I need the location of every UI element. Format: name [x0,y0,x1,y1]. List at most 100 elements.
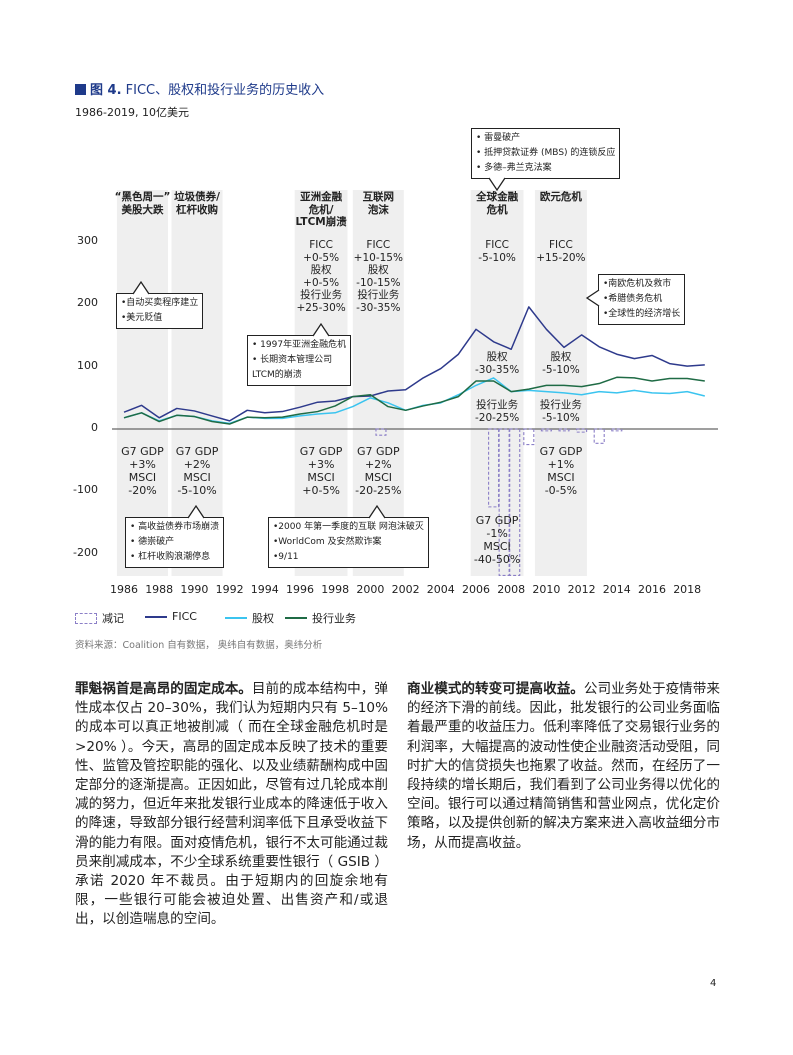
callout-line: • 德崇破产 [130,537,175,547]
crisis-macro: G7 GDP -1% MSCI -40-50% [457,514,537,566]
x-tick-label: 2016 [638,583,666,596]
crisis-macro: G7 GDP +3% MSCI +0-5% [281,445,361,497]
writedown-bar [498,428,510,576]
x-tick-label: 2004 [426,583,455,596]
right-text: 公司业务处于疫情带来的经济下滑的前线。因此，批发银行的公司业务面临着最严重的收益… [407,681,720,851]
crisis-title-line: 欧元危机 [539,191,582,203]
callout-line: •南欧危机及救市 [603,279,672,289]
crisis-macro-line: +2% [364,458,392,471]
crisis-stat-line: +0-5% [303,251,340,264]
crisis-title: 垃圾债券/杠杆收购 [157,191,237,216]
x-tick-label: 2008 [497,583,526,596]
x-tick-label: 1986 [110,583,138,596]
x-tick-label: 1988 [145,583,174,596]
crisis-ib-stats: 投行业务 -5-10% [521,399,601,424]
crisis-macro-line: MSCI [483,540,511,553]
crisis-macro-line: MSCI [183,471,211,484]
crisis-stats: FICC +10-15% 股权 -10-15% 投行业务 -30-35% [338,239,418,314]
callout-line: •自动买卖程序建立 [121,298,199,308]
crisis-stat-line: 股权 [486,351,508,363]
x-tick-label: 1994 [250,583,279,596]
crisis-stat-line: +0-5% [303,276,340,289]
crisis-stat-line: 投行业务 [476,399,519,411]
series-line-ib [123,376,705,425]
callout-line: •9/11 [273,552,299,562]
callout-line: •美元贬值 [121,313,163,323]
crisis-stat-line: FICC [366,239,391,251]
crisis-macro-line: +1% [547,458,575,471]
crisis-macro-line: G7 GDP [475,514,519,527]
crisis-macro-line: G7 GDP [175,445,219,458]
crisis-macro: G7 GDP +2% MSCI -5-10% [157,445,237,497]
crisis-title-line: 危机 [486,203,508,216]
figure-icon [75,84,86,95]
writedown-swatch [75,612,97,624]
crisis-stat-line: FICC [485,239,510,251]
callout-line: • 长期资本管理公司 [252,355,333,365]
figure-title-text: FICC、股权和投行业务的历史收入 [125,83,325,98]
series-line-ficc [123,306,705,422]
legend-ficc: FICC [145,610,197,623]
x-tick-label: 2018 [673,583,702,596]
writedown-bar [523,428,535,446]
crisis-stat-line: +10-15% [353,251,403,264]
y-tick-label: 300 [77,234,98,248]
callout-box: •南欧危机及救市 •希腊债务危机 •全球性的经济增长 [598,274,686,325]
crisis-macro-line: MSCI [364,471,393,484]
writedown-bar [593,428,605,444]
y-tick-label: 100 [77,358,98,372]
x-tick-label: 2002 [391,583,420,596]
crisis-stat-line: FICC [549,239,573,251]
source-note: 资料来源：Coalition 自有数据， 奥纬自有数据，奥纬分析 [75,640,323,651]
x-tick-label: 1996 [286,583,314,596]
figure-subtitle: 1986-2019, 10亿美元 [75,106,189,119]
y-tick-label: -100 [73,483,98,497]
writedown-bar [375,428,387,436]
crisis-macro-line: +2% [183,458,211,471]
crisis-macro-line: -40-50% [473,553,521,566]
writedown-bar [509,428,521,576]
crisis-title-line: “黑色周一” [114,191,171,203]
page-number: 4 [710,978,717,989]
callout-box: •2000 年第一季度的互联 网泡沫破灭 •WorldCom 及安然欺诈案 •9/1… [268,517,429,568]
figure-number: 图 4. [90,83,122,98]
callout-box: •自动买卖程序建立 •美元贬值 [116,293,204,329]
crisis-title: 欧元危机 [521,191,601,204]
crisis-stat-line: -20-25% [474,411,520,424]
crisis-macro-line: -0-5% [544,484,578,497]
x-tick-label: 1998 [321,583,350,596]
crisis-macro-line: MSCI [128,471,157,484]
crisis-stats: FICC -5-10% [457,239,537,264]
body-left-column: 罪魁祸首是高昂的固定成本。目前的成本结构中，弹性成本仅占 20–30%，我们认为… [75,680,388,930]
writedown-bar [488,428,500,508]
crisis-macro-line: G7 GDP [539,445,583,458]
x-tick-label: 2010 [532,583,561,596]
x-tick-label: 1992 [215,583,244,596]
y-tick-label: -200 [73,545,98,559]
crisis-stat-line: 投行业务 [539,399,582,411]
crisis-stat-line: -5-10% [542,411,580,424]
crisis-title: 亚洲金融 危机/LTCM崩溃 [281,191,361,229]
crisis-macro: G7 GDP +3% MSCI -20% [102,445,182,497]
crisis-title-line: LTCM崩溃 [295,216,347,228]
crisis-stat-line: -30-35% [356,301,401,314]
legend-label: 减记 [102,612,124,625]
left-text: 目前的成本结构中，弹性成本仅占 20–30%，我们认为短期内只有 5–10% 的… [75,681,389,928]
crisis-stat-line: 投行业务 [357,289,400,301]
ficc-swatch [145,615,167,618]
crisis-macro-line: MSCI [547,471,575,484]
writedown-bar [611,428,623,432]
crisis-macro: G7 GDP +1% MSCI -0-5% [521,445,601,497]
crisis-macro-line: G7 GDP [299,445,343,458]
crisis-macro-line: G7 GDP [121,445,164,458]
callout-line: •全球性的经济增长 [603,309,681,319]
crisis-macro: G7 GDP +2% MSCI -20-25% [338,445,418,497]
callout-box: • 雷曼破产 • 抵押贷款证券 (MBS) 的连锁反应 • 多德–弗兰克法案 [471,128,621,179]
callout-line: •希腊债务危机 [603,294,663,304]
callout-line: LTCM的崩溃 [252,370,302,380]
callout-box: • 高收益债券市场崩溃 • 德崇破产 • 杠杆收购浪潮停息 [125,517,225,568]
legend-equity: 股权 [225,610,274,626]
crisis-title-line: 亚洲金融 [300,191,343,203]
crisis-title: 互联网 泡沫 [338,191,418,216]
